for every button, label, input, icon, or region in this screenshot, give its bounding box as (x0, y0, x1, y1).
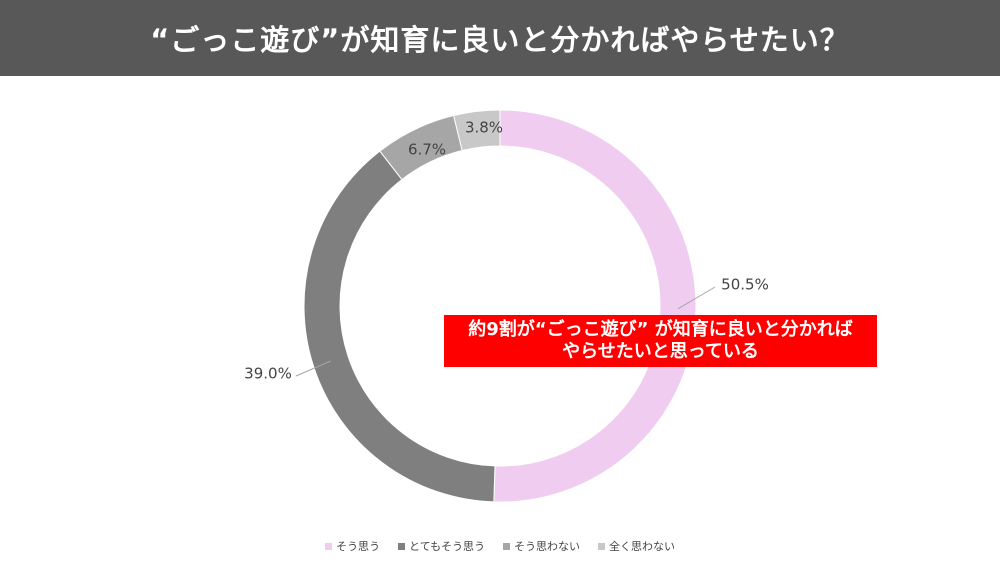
legend-swatch-2 (398, 542, 406, 550)
legend-item-3: そう思わない (502, 538, 580, 554)
callout-box: 約9割が“ごっこ遊び” が知育に良いと分かれば やらせたいと思っている (444, 315, 877, 367)
callout-line-1: 約9割が“ごっこ遊び” が知育に良いと分かれば (468, 319, 853, 340)
chart-data-labels: 50.5% 39.0% 6.7% 3.8% (244, 119, 769, 383)
chart-leader-lines (295, 286, 716, 377)
legend-label-2: とてもそう思う (409, 540, 485, 553)
callout-line-2: やらせたいと思っている (562, 341, 759, 362)
legend-swatch-1 (325, 542, 333, 550)
donut-slice-1 (493, 109, 697, 503)
data-label-3: 6.7% (408, 141, 446, 159)
page-title: “ごっこ遊び”が知育に良いと分かればやらせたい？ (0, 0, 1000, 76)
legend-label-3: そう思わない (513, 540, 580, 553)
legend-label-4: 全く思わない (608, 540, 675, 553)
chart-slices (303, 109, 697, 503)
leader-line-1 (677, 286, 716, 310)
data-label-4: 3.8% (465, 119, 503, 137)
legend-label-1: そう思う (336, 540, 381, 553)
legend-swatch-4 (597, 542, 605, 550)
donut-chart: 50.5% 39.0% 6.7% 3.8% (244, 109, 769, 503)
donut-slice-4 (453, 109, 501, 152)
data-label-2: 39.0% (244, 365, 292, 383)
title-text: “ごっこ遊び”が知育に良いと分かればやらせたい？ (150, 23, 850, 57)
legend-item-2: とてもそう思う (398, 538, 485, 554)
data-label-1: 50.5% (721, 276, 769, 294)
legend-swatch-3 (502, 542, 510, 550)
legend-item-4: 全く思わない (597, 538, 675, 554)
legend-item-1: そう思う (325, 538, 380, 554)
chart-legend: そう思う とてもそう思う そう思わない 全く思わない (0, 538, 1000, 554)
leader-line-2 (295, 360, 331, 377)
